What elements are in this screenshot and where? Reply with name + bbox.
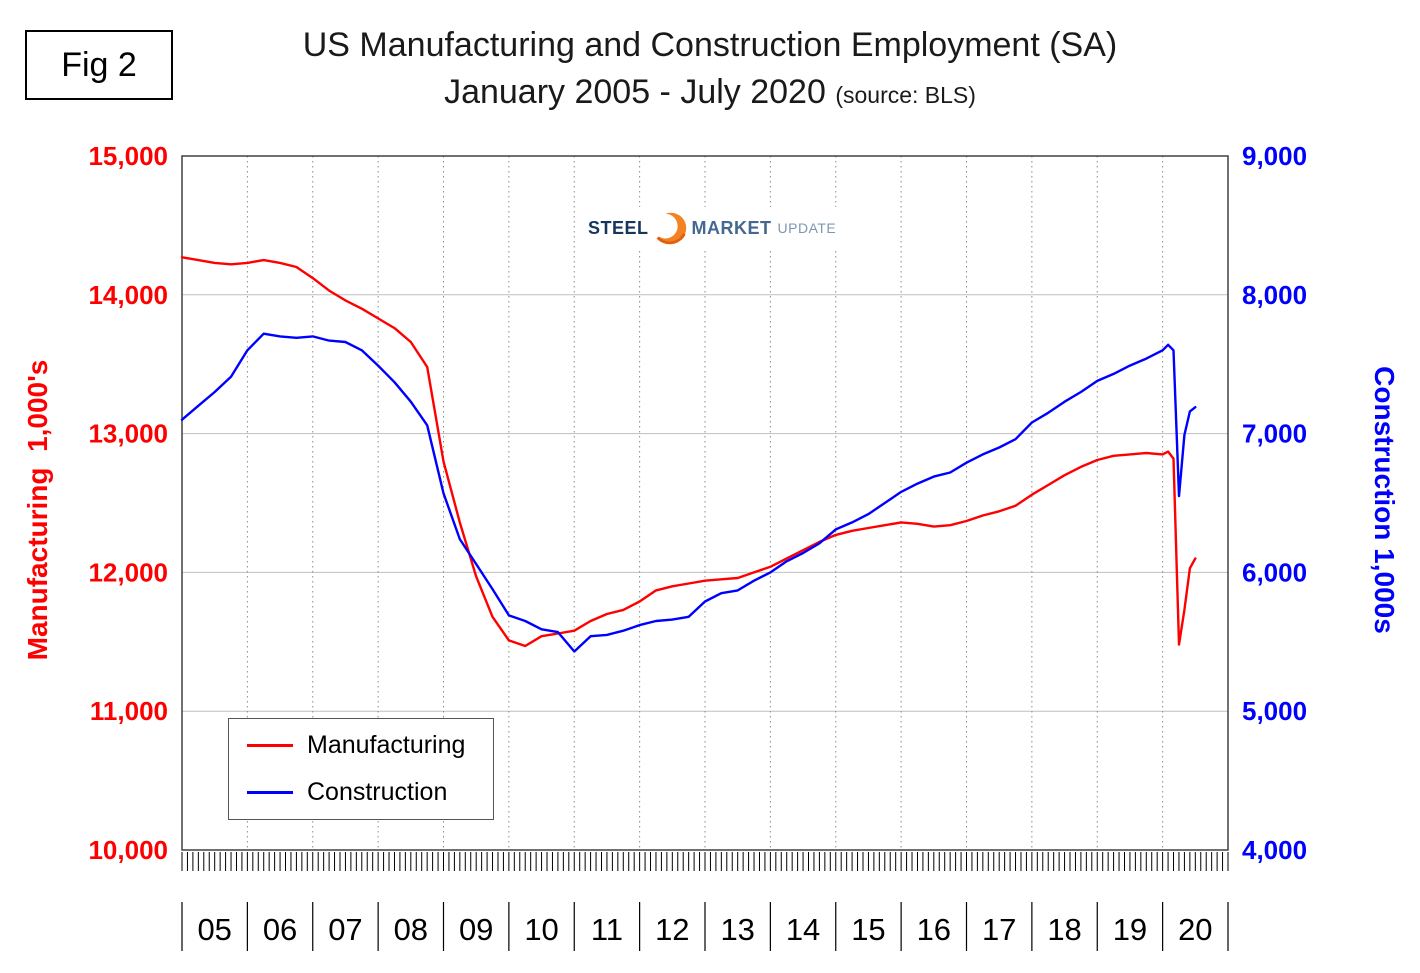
svg-text:09: 09	[459, 912, 493, 947]
svg-text:05: 05	[197, 912, 231, 947]
svg-text:14,000: 14,000	[88, 280, 168, 310]
figure-label-box: Fig 2	[25, 30, 173, 100]
svg-text:7,000: 7,000	[1242, 419, 1307, 449]
svg-text:15: 15	[851, 912, 885, 947]
legend-label-construction: Construction	[307, 778, 448, 806]
logo-steel-text: STEEL	[588, 217, 649, 238]
construction-line-swatch	[247, 791, 293, 794]
chart-title-source: (source: BLS)	[835, 81, 976, 108]
legend-item-construction: Construction	[247, 778, 493, 807]
steel-market-update-watermark: STEEL MARKET UPDATE	[580, 207, 845, 249]
svg-text:20: 20	[1178, 912, 1212, 947]
manufacturing-line-swatch	[247, 744, 293, 747]
chart-title-block: US Manufacturing and Construction Employ…	[0, 22, 1420, 114]
legend: Manufacturing Construction	[228, 718, 494, 820]
svg-text:16: 16	[917, 912, 951, 947]
smu-logo-swoosh-icon	[652, 212, 686, 245]
svg-text:18: 18	[1047, 912, 1081, 947]
svg-text:19: 19	[1113, 912, 1147, 947]
svg-text:17: 17	[982, 912, 1016, 947]
logo-update-text: UPDATE	[777, 220, 837, 236]
legend-item-manufacturing: Manufacturing	[247, 731, 493, 760]
chart-title-line1: US Manufacturing and Construction Employ…	[302, 26, 1118, 64]
svg-text:5,000: 5,000	[1242, 696, 1307, 726]
svg-text:11: 11	[591, 912, 623, 947]
svg-text:13: 13	[720, 912, 754, 947]
svg-text:12,000: 12,000	[88, 557, 168, 587]
svg-text:8,000: 8,000	[1242, 280, 1307, 310]
svg-text:15,000: 15,000	[88, 141, 168, 171]
chart-title-dates: January 2005 - July 2020	[444, 72, 826, 111]
logo-market-text: MARKET	[691, 217, 772, 238]
svg-text:06: 06	[263, 912, 297, 947]
svg-text:07: 07	[328, 912, 362, 947]
svg-text:10: 10	[524, 912, 558, 947]
legend-label-manufacturing: Manufacturing	[307, 731, 466, 759]
construction-line	[180, 332, 1197, 653]
svg-text:10,000: 10,000	[88, 835, 168, 865]
svg-text:11,000: 11,000	[90, 696, 168, 726]
right-axis-title: Construction 1,000s	[1369, 366, 1400, 634]
figure-label: Fig 2	[61, 45, 137, 84]
left-axis-title: Manufacturing 1,000's	[22, 359, 53, 661]
svg-text:9,000: 9,000	[1242, 141, 1307, 171]
chart-title-line2: January 2005 - July 2020 (source: BLS)	[0, 70, 1420, 114]
svg-text:4,000: 4,000	[1242, 835, 1307, 865]
manufacturing-line	[180, 256, 1197, 648]
svg-text:08: 08	[394, 912, 428, 947]
svg-text:12: 12	[655, 912, 689, 947]
svg-text:13,000: 13,000	[88, 419, 168, 449]
svg-text:6,000: 6,000	[1242, 557, 1307, 587]
svg-text:14: 14	[786, 912, 820, 947]
